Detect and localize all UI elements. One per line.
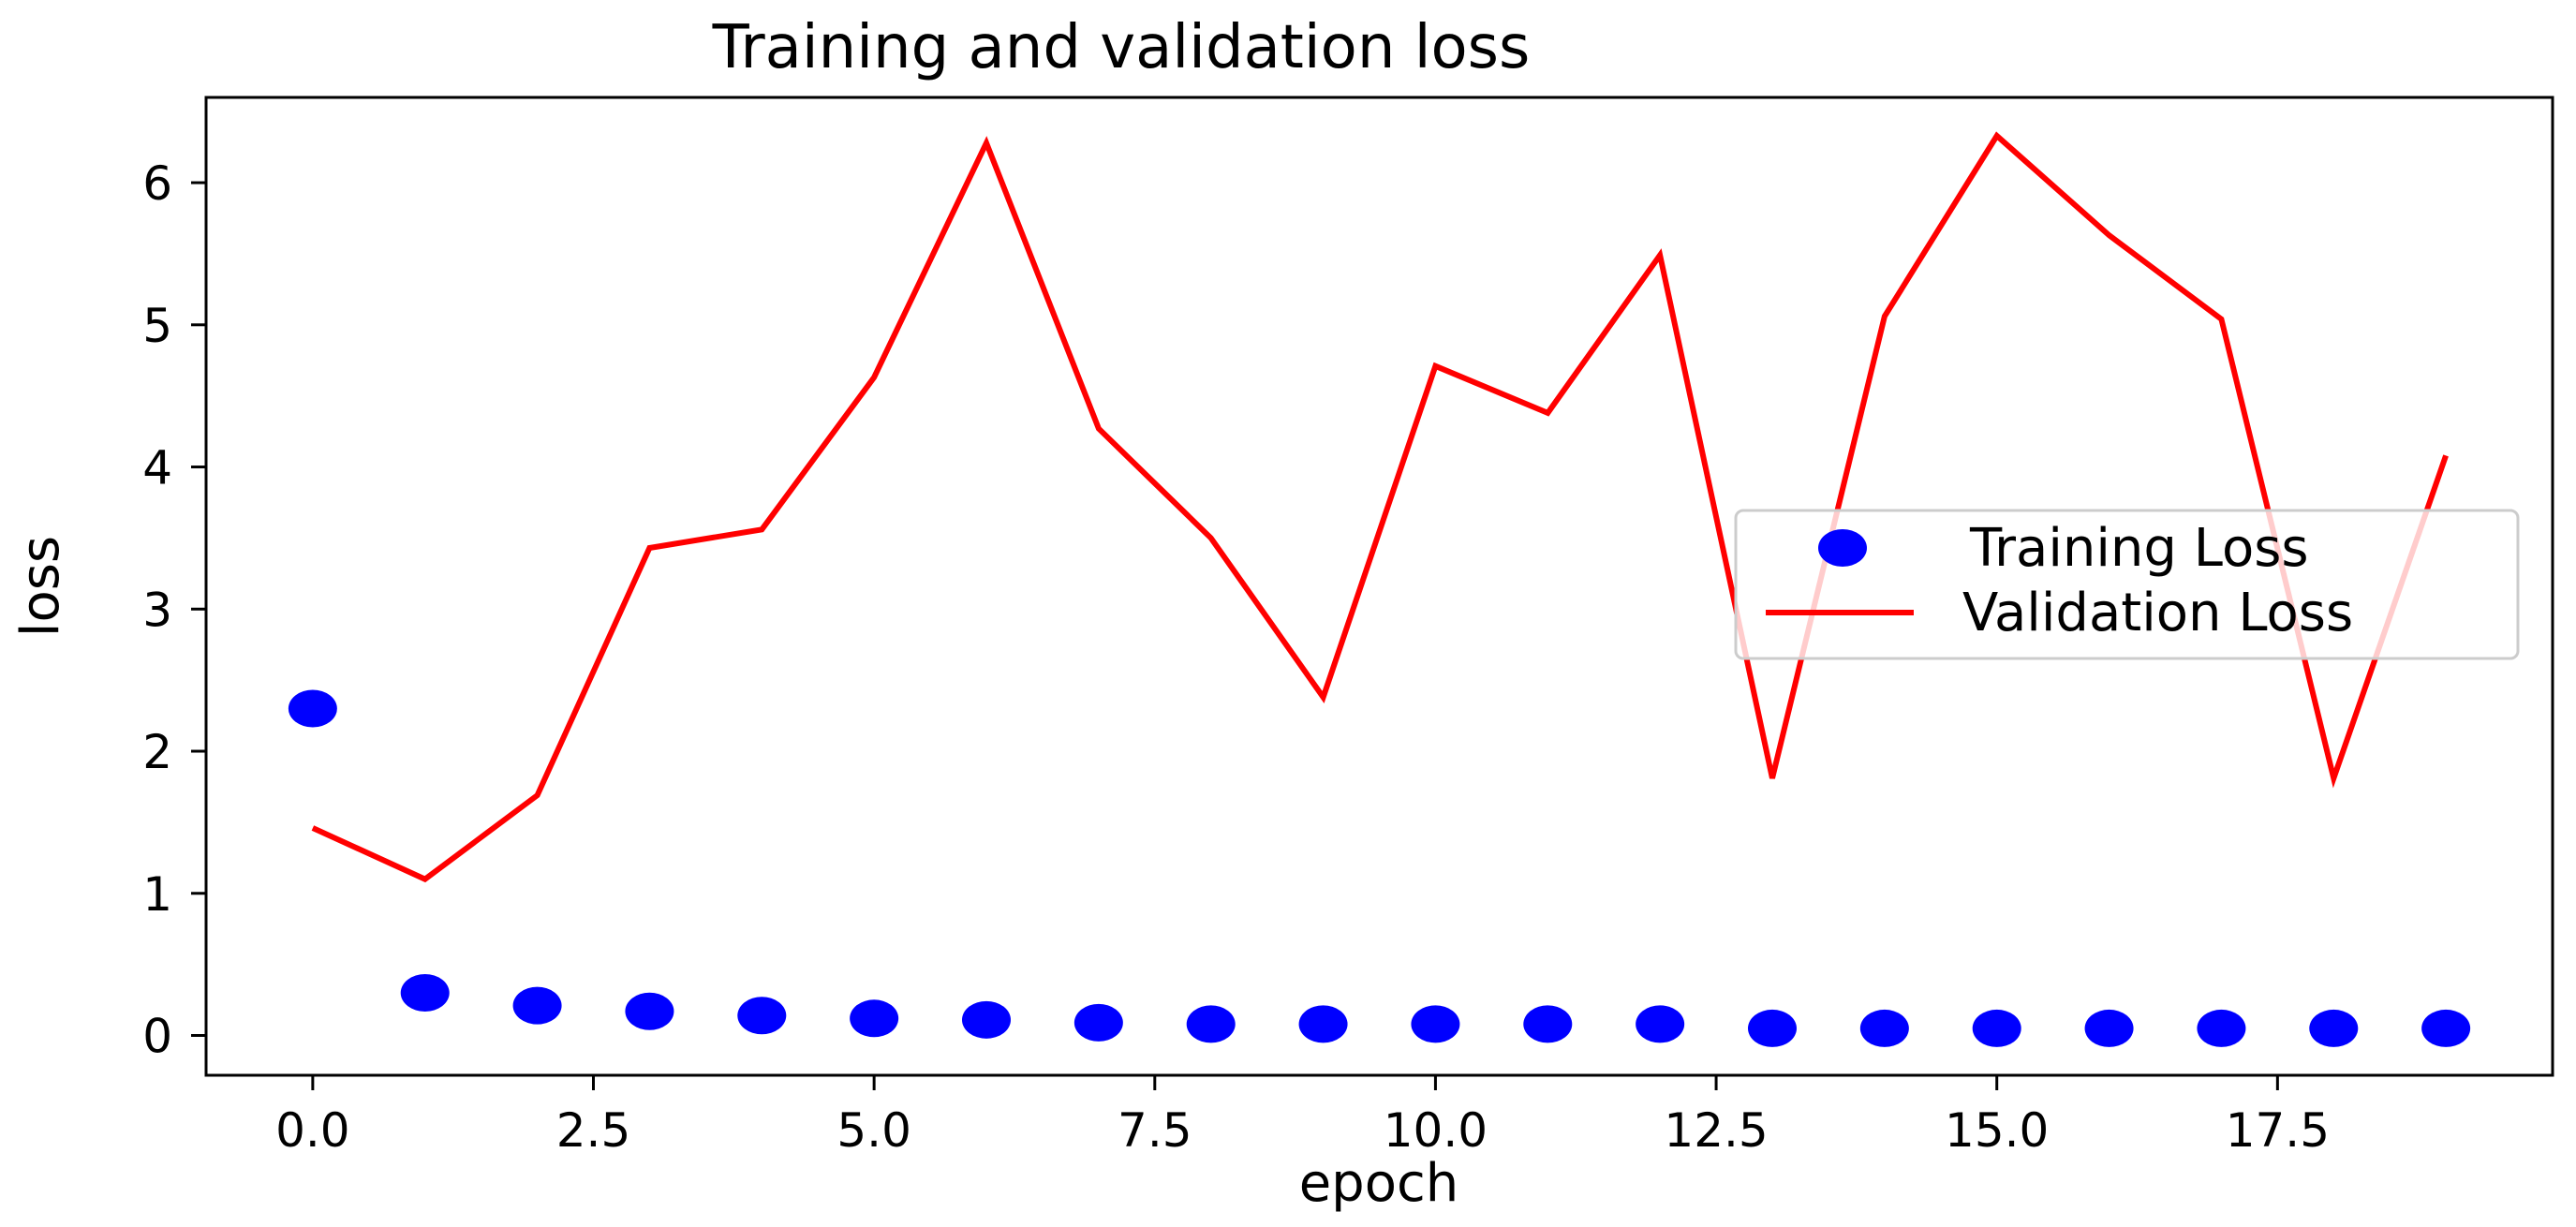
x-tick-label: 12.5	[1664, 1103, 1768, 1158]
x-axis-title: epoch	[1299, 1153, 1459, 1214]
y-tick-label: 4	[142, 441, 172, 495]
legend-marker-training-loss	[1818, 529, 1867, 567]
training-loss-point	[1186, 1005, 1236, 1043]
training-loss-point	[2197, 1009, 2246, 1047]
x-tick-label: 0.0	[275, 1103, 350, 1158]
validation-loss-line	[311, 131, 2449, 883]
x-tick-label: 2.5	[556, 1103, 631, 1158]
training-loss-point	[1411, 1005, 1460, 1043]
training-loss-point	[512, 986, 562, 1025]
training-loss-point	[737, 997, 787, 1035]
training-loss-point	[1636, 1005, 1685, 1043]
legend-dot-icon	[1818, 529, 1867, 567]
training-loss-point	[1972, 1009, 2021, 1047]
training-loss-point	[400, 973, 450, 1012]
training-loss-point	[1747, 1009, 1797, 1047]
x-tick-label: 17.5	[2226, 1103, 2330, 1158]
y-tick-label: 5	[142, 299, 172, 353]
y-tick-label: 0	[142, 1010, 172, 1064]
training-loss-point	[625, 992, 674, 1030]
training-loss-point	[1298, 1005, 1348, 1043]
chart-title: Training and validation loss	[712, 13, 1531, 82]
plot-area	[288, 131, 2471, 1047]
x-tick-label: 10.0	[1384, 1103, 1488, 1158]
training-loss-point	[850, 999, 899, 1038]
y-axis: 0 1 2 3 4 5 6	[142, 156, 206, 1064]
y-tick-label: 2	[142, 725, 172, 779]
training-loss-point	[962, 1000, 1012, 1039]
training-loss-point	[2309, 1009, 2359, 1047]
training-loss-point	[288, 689, 337, 728]
legend-label-validation-loss: Validation Loss	[1962, 583, 2353, 643]
legend: Training Loss Validation Loss	[1734, 509, 2520, 660]
legend-box	[1734, 509, 2520, 660]
y-tick-label: 3	[142, 583, 172, 637]
legend-label-training-loss: Training Loss	[1969, 518, 2309, 579]
training-loss-point	[2421, 1009, 2471, 1047]
x-tick-label: 15.0	[1945, 1103, 2049, 1158]
x-tick-label: 5.0	[836, 1103, 911, 1158]
plot-frame	[204, 96, 2554, 1077]
training-loss-point	[1523, 1005, 1573, 1043]
x-tick-label: 7.5	[1118, 1103, 1192, 1158]
training-loss-point	[1073, 1003, 1123, 1042]
y-tick-label: 1	[142, 867, 172, 922]
y-axis-title: loss	[10, 536, 71, 637]
x-axis: 0.0 2.5 5.0 7.5 10.0 12.5 15.0 17.5	[275, 1075, 2330, 1158]
training-loss-point	[1859, 1009, 1909, 1047]
y-tick-label: 6	[142, 156, 172, 211]
training-loss-point	[2084, 1009, 2134, 1047]
